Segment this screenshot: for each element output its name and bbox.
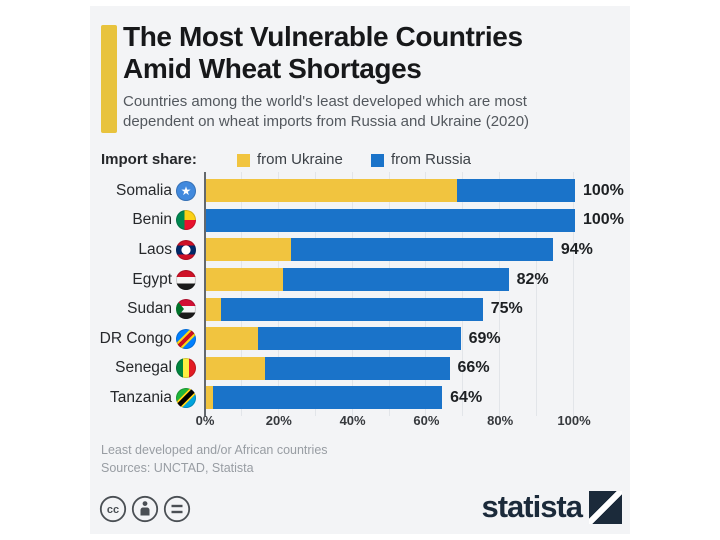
tanzania-flag-icon [176,387,196,408]
statista-slash-icon [589,490,622,524]
russia-bar-segment [283,268,509,292]
country-label: Benin [132,211,172,229]
subtitle: Countries among the world's least develo… [123,92,529,131]
somalia-flag-icon [176,180,196,201]
bar-total-label: 94% [560,240,593,258]
russia-bar-segment [206,208,575,232]
title-line-2: Amid Wheat Shortages [123,53,422,84]
footer-note: Least developed and/or African countries [101,443,328,457]
country-label: Tanzania [109,388,172,406]
table-row: Egypt 82% [90,265,630,295]
statista-wordmark: statista [481,489,583,524]
subtitle-line-1: Countries among the world's least develo… [123,93,527,110]
statista-infographic: The Most Vulnerable Countries Amid Wheat… [90,6,630,534]
bar-total-label: 100% [582,181,624,199]
x-tick-label: 100% [557,413,591,428]
gridline [277,172,279,416]
statista-logo: statista [481,489,622,525]
ukraine-bar-segment [206,386,214,410]
ukraine-bar-segment [206,238,291,262]
cc-license-icons: cc [99,494,195,529]
russia-bar-segment [213,386,443,410]
table-row: DR Congo 69% [90,324,630,354]
svg-text:cc: cc [107,504,119,516]
country-label: Somalia [116,181,172,199]
russia-bar-segment [290,238,553,262]
country-label: Sudan [127,300,172,318]
bar-total-label: 69% [468,329,501,347]
x-tick-label: 40% [339,413,366,428]
subtitle-line-2: dependent on wheat imports from Russia a… [123,112,530,130]
bar-rows: Somalia 100% Benin 100% Laos 94% Egypt 82% Sudan… [90,176,630,413]
sudan-flag-icon [176,299,196,320]
table-row: Benin 100% [90,206,630,236]
attribution-icon [131,495,159,523]
bar-total-label: 64% [450,388,483,406]
russia-bar-segment [456,179,575,203]
country-label: Laos [138,240,172,258]
cc-icon [99,495,127,523]
gridline [351,172,353,416]
ukraine-bar-segment [206,179,457,203]
table-row: Somalia 100% [90,176,630,206]
gridline [462,172,464,416]
egypt-flag-icon [176,269,196,290]
y-axis-line [204,172,206,416]
russia-bar-segment [265,356,450,380]
table-row: Laos 94% [90,235,630,265]
x-tick-label: 20% [265,413,292,428]
laos-flag-icon [176,239,196,260]
bar-total-label: 75% [490,300,523,318]
russia-swatch-icon [371,154,384,167]
drcongo-flag-icon [176,328,196,349]
country-label: DR Congo [99,329,172,347]
benin-flag-icon [176,210,196,231]
russia-bar-segment [257,327,461,351]
ukraine-bar-segment [206,327,258,351]
ukraine-bar-segment [206,356,266,380]
legend: Import share: from Ukraine from Russia [90,151,630,171]
bar-total-label: 82% [516,270,549,288]
legend-ukraine-label: from Ukraine [257,151,343,168]
bar-total-label: 100% [583,211,624,229]
ukraine-bar-segment [206,268,284,292]
gridline [499,172,501,416]
country-label: Egypt [132,270,172,288]
title-accent-bar [101,25,117,133]
gridline [388,172,390,416]
gridline [314,172,316,416]
russia-bar-segment [220,297,483,321]
equals-icon [163,495,191,523]
x-tick-label: 80% [487,413,514,428]
legend-title: Import share: [101,151,197,168]
page-title: The Most Vulnerable Countries Amid Wheat… [123,21,523,85]
ukraine-bar-segment [206,297,221,321]
x-tick-label: 60% [413,413,440,428]
table-row: Senegal 66% [90,354,630,384]
gridline [536,172,538,416]
x-tick-label: 0% [195,413,215,428]
table-row: Tanzania 64% [90,383,630,413]
country-label: Senegal [115,359,172,377]
title-line-1: The Most Vulnerable Countries [123,21,523,52]
senegal-flag-icon [176,358,196,379]
gridline [240,172,242,416]
legend-russia-label: from Russia [391,151,472,168]
ukraine-swatch-icon [237,154,250,167]
gridline [425,172,427,416]
gridline [573,172,574,416]
bar-total-label: 66% [457,359,490,377]
footer-source: Sources: UNCTAD, Statista [101,461,254,475]
table-row: Sudan 75% [90,294,630,324]
